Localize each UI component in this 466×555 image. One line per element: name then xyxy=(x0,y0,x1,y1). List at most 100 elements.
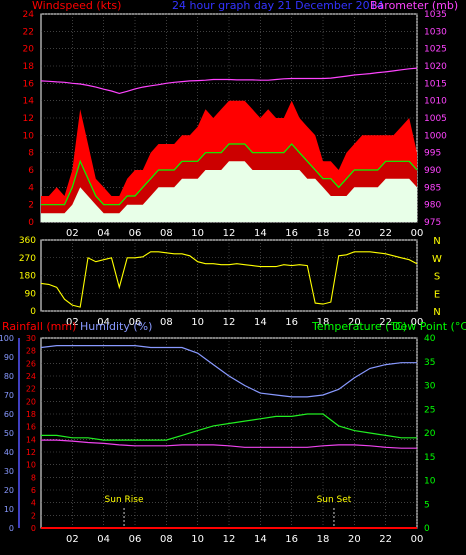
wind-y-tick-label: 10 xyxy=(23,131,35,141)
x-tick-label: 12 xyxy=(223,228,236,239)
rainfall-y-tick-label: 2 xyxy=(31,511,36,520)
temp-panel-frame xyxy=(40,337,418,529)
wind-series xyxy=(40,67,418,222)
temperature-line xyxy=(41,413,417,441)
humidity-y-tick-label: 70 xyxy=(4,391,14,400)
grid-lines xyxy=(18,13,418,529)
rainfall-y-tick-label: 8 xyxy=(31,473,36,482)
rainfall-y-tick-label: 18 xyxy=(26,410,36,419)
average-area xyxy=(41,161,417,222)
rainfall-y-tick-label: 6 xyxy=(31,486,36,495)
axis-labels: 0246810121416182022249759809859909951000… xyxy=(0,10,447,545)
x-tick-label: 08 xyxy=(160,534,173,545)
wind-y-tick-label: 8 xyxy=(28,149,34,159)
rainfall-y-tick-label: 24 xyxy=(26,372,36,381)
baro-y-tick-label: 975 xyxy=(424,218,441,228)
rainfall-y-tick-label: 10 xyxy=(26,461,36,470)
temp-humidity-series: Sun Rise Sun Set xyxy=(40,345,417,529)
rainfall-y-tick-label: 16 xyxy=(26,423,36,432)
humidity-y-tick-label: 100 xyxy=(0,334,14,343)
x-tick-label: 10 xyxy=(191,317,204,328)
x-tick-label: 06 xyxy=(129,228,142,239)
x-tick-label: 14 xyxy=(254,228,267,239)
humidity-y-tick-label: 10 xyxy=(4,505,14,514)
humidity-y-tick-label: 90 xyxy=(4,353,14,362)
x-tick-label: 22 xyxy=(379,534,392,545)
compass-label: E xyxy=(434,289,440,300)
dewpoint-title: Dew Point (°C) xyxy=(392,320,466,333)
humidity-y-tick-label: 30 xyxy=(4,467,14,476)
direction-y-tick-label: 360 xyxy=(19,236,36,246)
x-tick-label: 20 xyxy=(348,317,361,328)
sun-marker-label: Sun Rise xyxy=(105,495,144,505)
temp-y-tick-label: 25 xyxy=(424,405,435,415)
temp-y-tick-label: 5 xyxy=(424,500,430,510)
x-tick-label: 20 xyxy=(348,228,361,239)
temperature-title: Temperature (°C) xyxy=(311,320,407,333)
compass-label: N xyxy=(433,236,440,247)
temp-y-tick-label: 20 xyxy=(424,429,436,439)
x-tick-label: 06 xyxy=(129,317,142,328)
x-tick-label: 02 xyxy=(66,228,79,239)
x-tick-label: 12 xyxy=(223,534,236,545)
direction-series xyxy=(40,251,418,308)
sun-marker-label: Sun Set xyxy=(317,495,352,505)
barometer-line xyxy=(40,67,418,95)
x-tick-label: 18 xyxy=(317,534,330,545)
baro-y-tick-label: 985 xyxy=(424,183,441,193)
rainfall-y-tick-label: 26 xyxy=(26,359,36,368)
x-tick-label: 02 xyxy=(66,534,79,545)
rainfall-y-tick-label: 20 xyxy=(26,397,36,406)
baro-y-tick-label: 1000 xyxy=(424,131,447,141)
x-tick-label: 18 xyxy=(317,228,330,239)
baro-y-tick-label: 1015 xyxy=(424,79,447,89)
temp-y-tick-label: 35 xyxy=(424,358,435,368)
compass-label: N xyxy=(433,307,440,318)
temp-y-tick-label: 0 xyxy=(424,524,430,534)
x-tick-label: 20 xyxy=(348,534,361,545)
humidity-title: Humidity (%) xyxy=(80,320,152,333)
rainfall-y-tick-label: 12 xyxy=(26,448,36,457)
baro-y-tick-label: 990 xyxy=(424,166,441,176)
x-tick-label: 08 xyxy=(160,317,173,328)
temp-y-tick-label: 30 xyxy=(424,382,436,392)
chart-date-title: 24 hour graph day 21 December 2014 xyxy=(172,0,384,12)
x-tick-label: 02 xyxy=(66,317,79,328)
x-tick-label: 22 xyxy=(379,228,392,239)
baro-y-tick-label: 1030 xyxy=(424,27,447,37)
barometer-title: Barometer (mb) xyxy=(370,0,458,12)
wind-y-tick-label: 2 xyxy=(28,201,34,211)
wind-y-tick-label: 16 xyxy=(23,79,35,89)
x-tick-label: 10 xyxy=(191,228,204,239)
baro-y-tick-label: 1010 xyxy=(424,97,447,107)
direction-y-tick-label: 270 xyxy=(19,254,36,264)
humidity-y-tick-label: 80 xyxy=(4,372,14,381)
wind-y-tick-label: 18 xyxy=(23,62,35,72)
wind-y-tick-label: 12 xyxy=(23,114,34,124)
x-tick-label: 22 xyxy=(379,317,392,328)
x-tick-label: 10 xyxy=(191,534,204,545)
rainfall-y-tick-label: 30 xyxy=(26,334,36,343)
speed-line xyxy=(41,143,418,206)
rainfall-y-tick-label: 4 xyxy=(31,499,36,508)
direction-y-tick-label: 180 xyxy=(19,272,36,282)
wind-y-tick-label: 6 xyxy=(28,166,34,176)
x-tick-label: 16 xyxy=(285,228,298,239)
wind-y-tick-label: 4 xyxy=(28,183,34,193)
x-tick-label: 06 xyxy=(129,534,142,545)
humidity-y-tick-label: 20 xyxy=(4,486,14,495)
dewpoint-line xyxy=(41,439,417,449)
baro-y-tick-label: 980 xyxy=(424,201,441,211)
baro-y-tick-label: 995 xyxy=(424,149,441,159)
temp-y-tick-label: 10 xyxy=(424,477,436,487)
rainfall-title: Rainfall (mm) xyxy=(2,320,76,333)
direction-line xyxy=(40,251,418,308)
wind-y-tick-label: 24 xyxy=(23,10,35,20)
x-tick-label: 00 xyxy=(411,317,424,328)
humidity-y-tick-label: 50 xyxy=(4,429,14,438)
x-tick-label: 12 xyxy=(223,317,236,328)
rainfall-y-tick-label: 0 xyxy=(31,524,36,533)
humidity-y-tick-label: 60 xyxy=(4,410,14,419)
x-tick-label: 16 xyxy=(285,534,298,545)
